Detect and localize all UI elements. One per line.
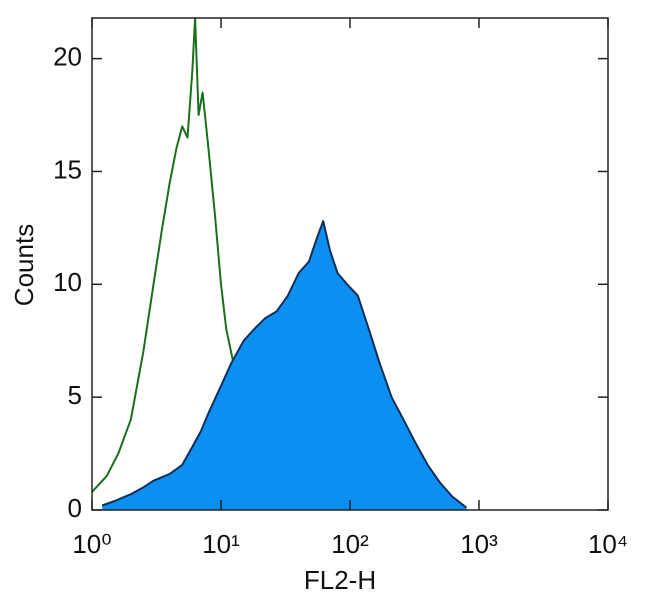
y-tick-label: 15	[53, 154, 82, 184]
y-tick-label: 0	[68, 493, 82, 523]
x-axis-label: FL2-H	[304, 565, 376, 595]
x-tick-label: 10⁴	[588, 529, 628, 559]
histogram-area	[102, 221, 467, 510]
y-axis-label: Counts	[9, 224, 39, 306]
y-tick-label: 5	[68, 380, 82, 410]
x-tick-label: 10³	[460, 529, 498, 559]
x-tick-label: 10¹	[202, 529, 240, 559]
x-tick-label: 10⁰	[72, 529, 111, 559]
x-tick-label: 10²	[331, 529, 369, 559]
y-tick-label: 20	[53, 41, 82, 71]
histogram-line	[101, 220, 468, 509]
y-tick-label: 10	[53, 267, 82, 297]
